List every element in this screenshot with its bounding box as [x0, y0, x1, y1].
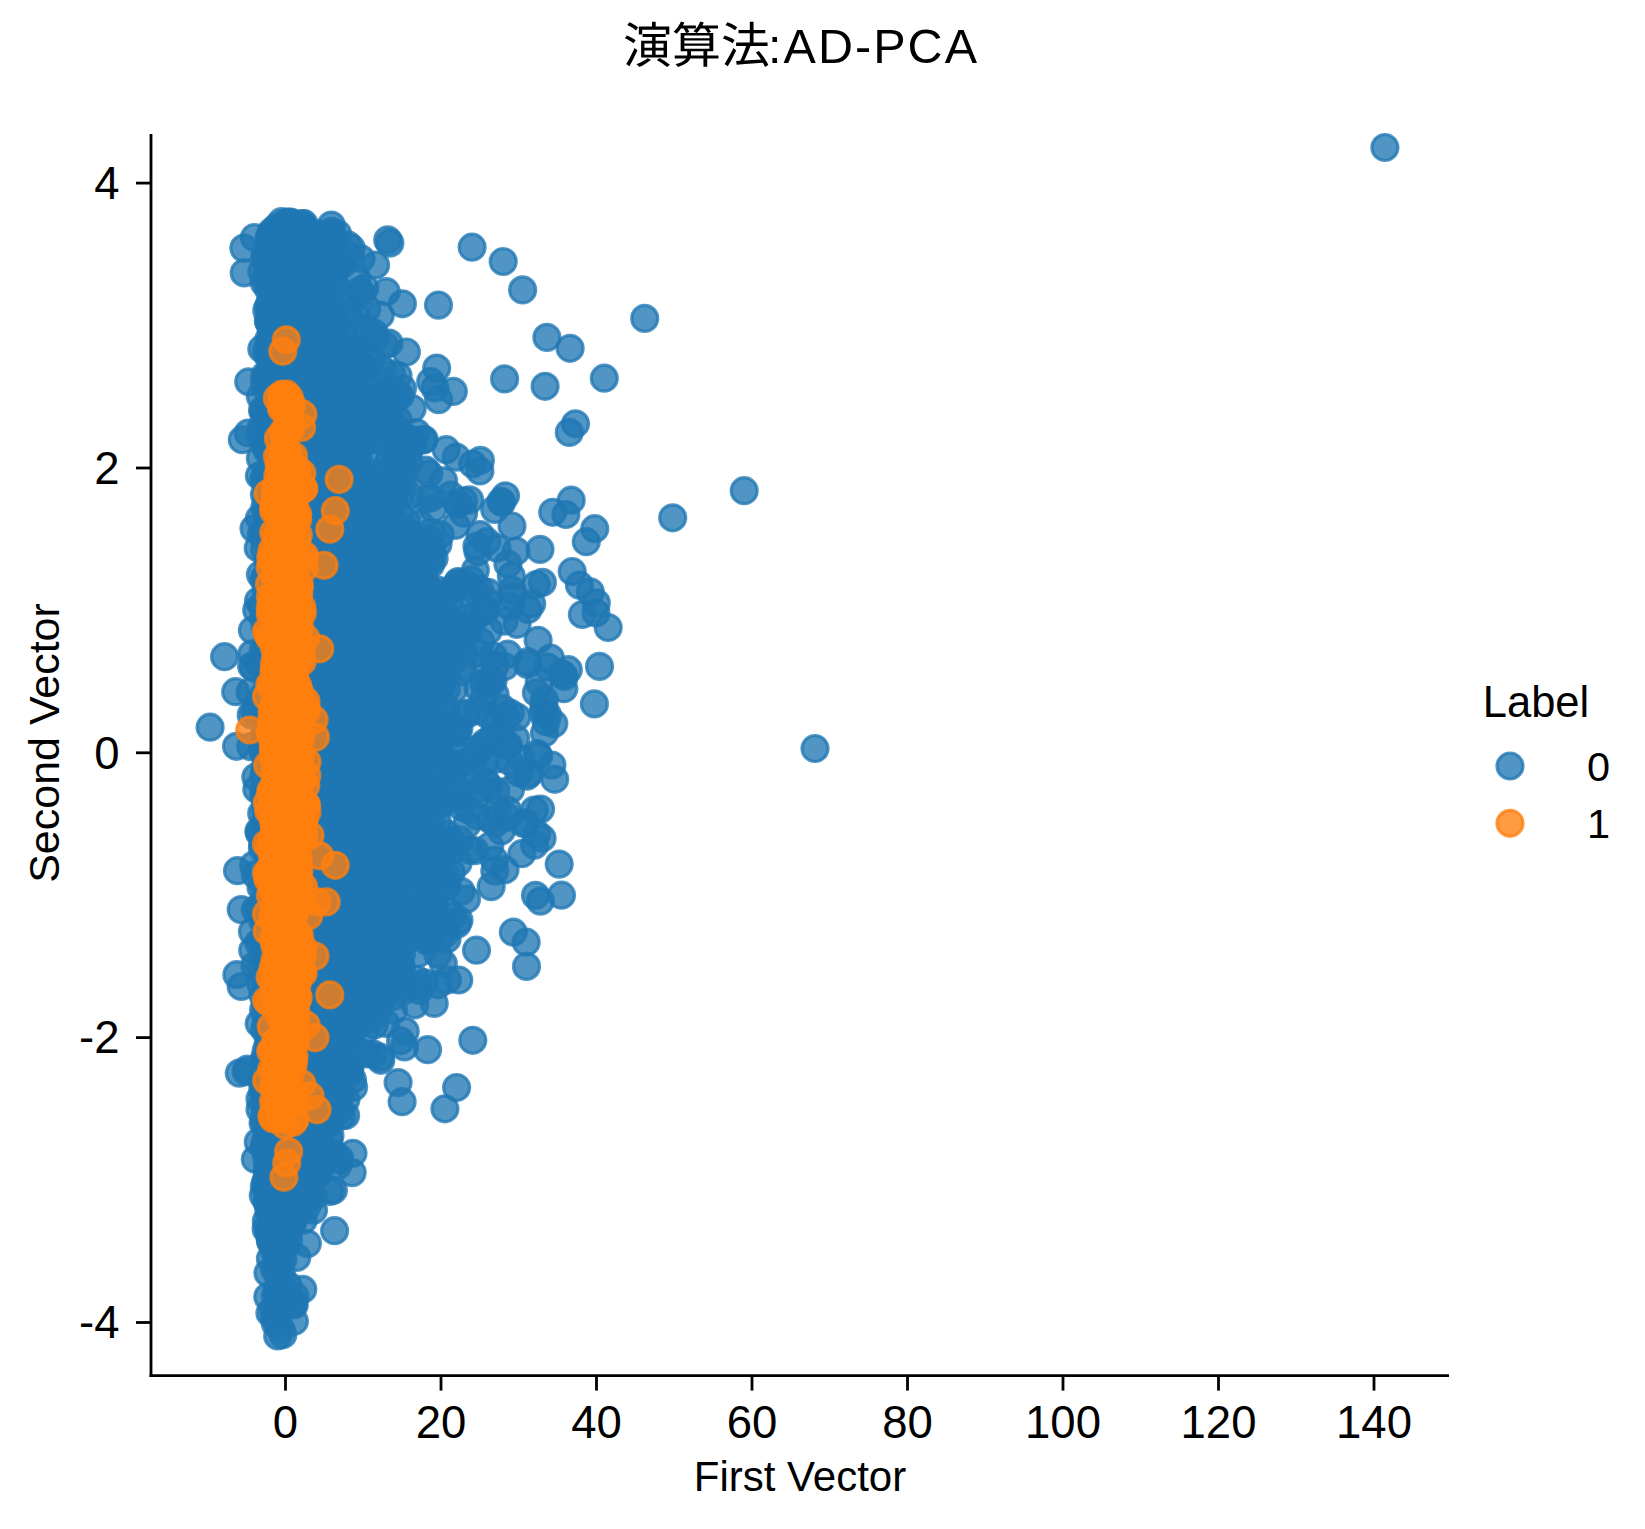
svg-text:-2: -2	[79, 1012, 119, 1063]
svg-text:40: 40	[571, 1397, 622, 1448]
svg-text:80: 80	[882, 1397, 933, 1448]
svg-text:0: 0	[1587, 743, 1610, 790]
svg-text:0: 0	[94, 728, 119, 779]
svg-text:0: 0	[273, 1397, 298, 1448]
svg-text::AD-PCA: :AD-PCA	[768, 19, 978, 73]
svg-text:1: 1	[1587, 800, 1610, 847]
svg-text:100: 100	[1025, 1397, 1101, 1448]
svg-text:120: 120	[1181, 1397, 1257, 1448]
svg-text:4: 4	[94, 158, 119, 209]
svg-text:Second Vector: Second Vector	[20, 603, 68, 883]
svg-text:Label: Label	[1483, 678, 1589, 726]
svg-text:First Vector: First Vector	[694, 1453, 906, 1500]
svg-text:-4: -4	[79, 1297, 119, 1348]
svg-text:140: 140	[1336, 1397, 1412, 1448]
svg-text:20: 20	[416, 1397, 467, 1448]
svg-text:60: 60	[727, 1397, 778, 1448]
svg-text:2: 2	[94, 443, 119, 494]
